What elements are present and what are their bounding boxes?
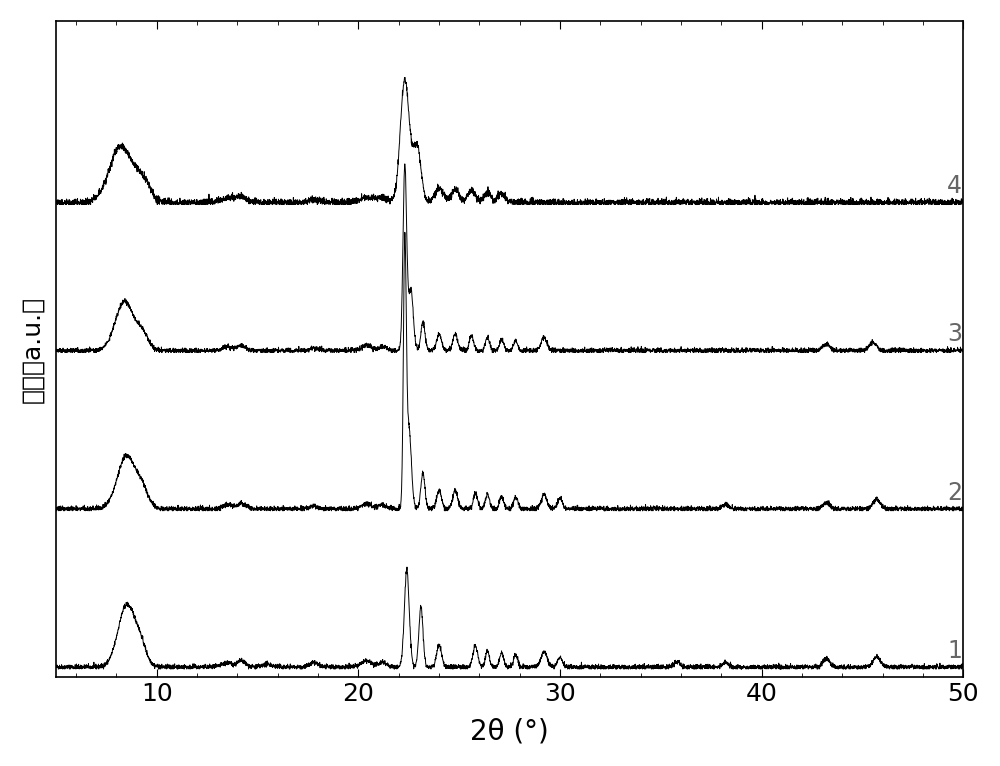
Text: 4: 4 <box>947 175 962 198</box>
Text: 1: 1 <box>947 639 962 663</box>
Text: 2: 2 <box>947 481 962 505</box>
Text: 3: 3 <box>947 322 962 346</box>
Y-axis label: 强度（a.u.）: 强度（a.u.） <box>21 296 45 403</box>
X-axis label: 2θ (°): 2θ (°) <box>470 717 549 745</box>
